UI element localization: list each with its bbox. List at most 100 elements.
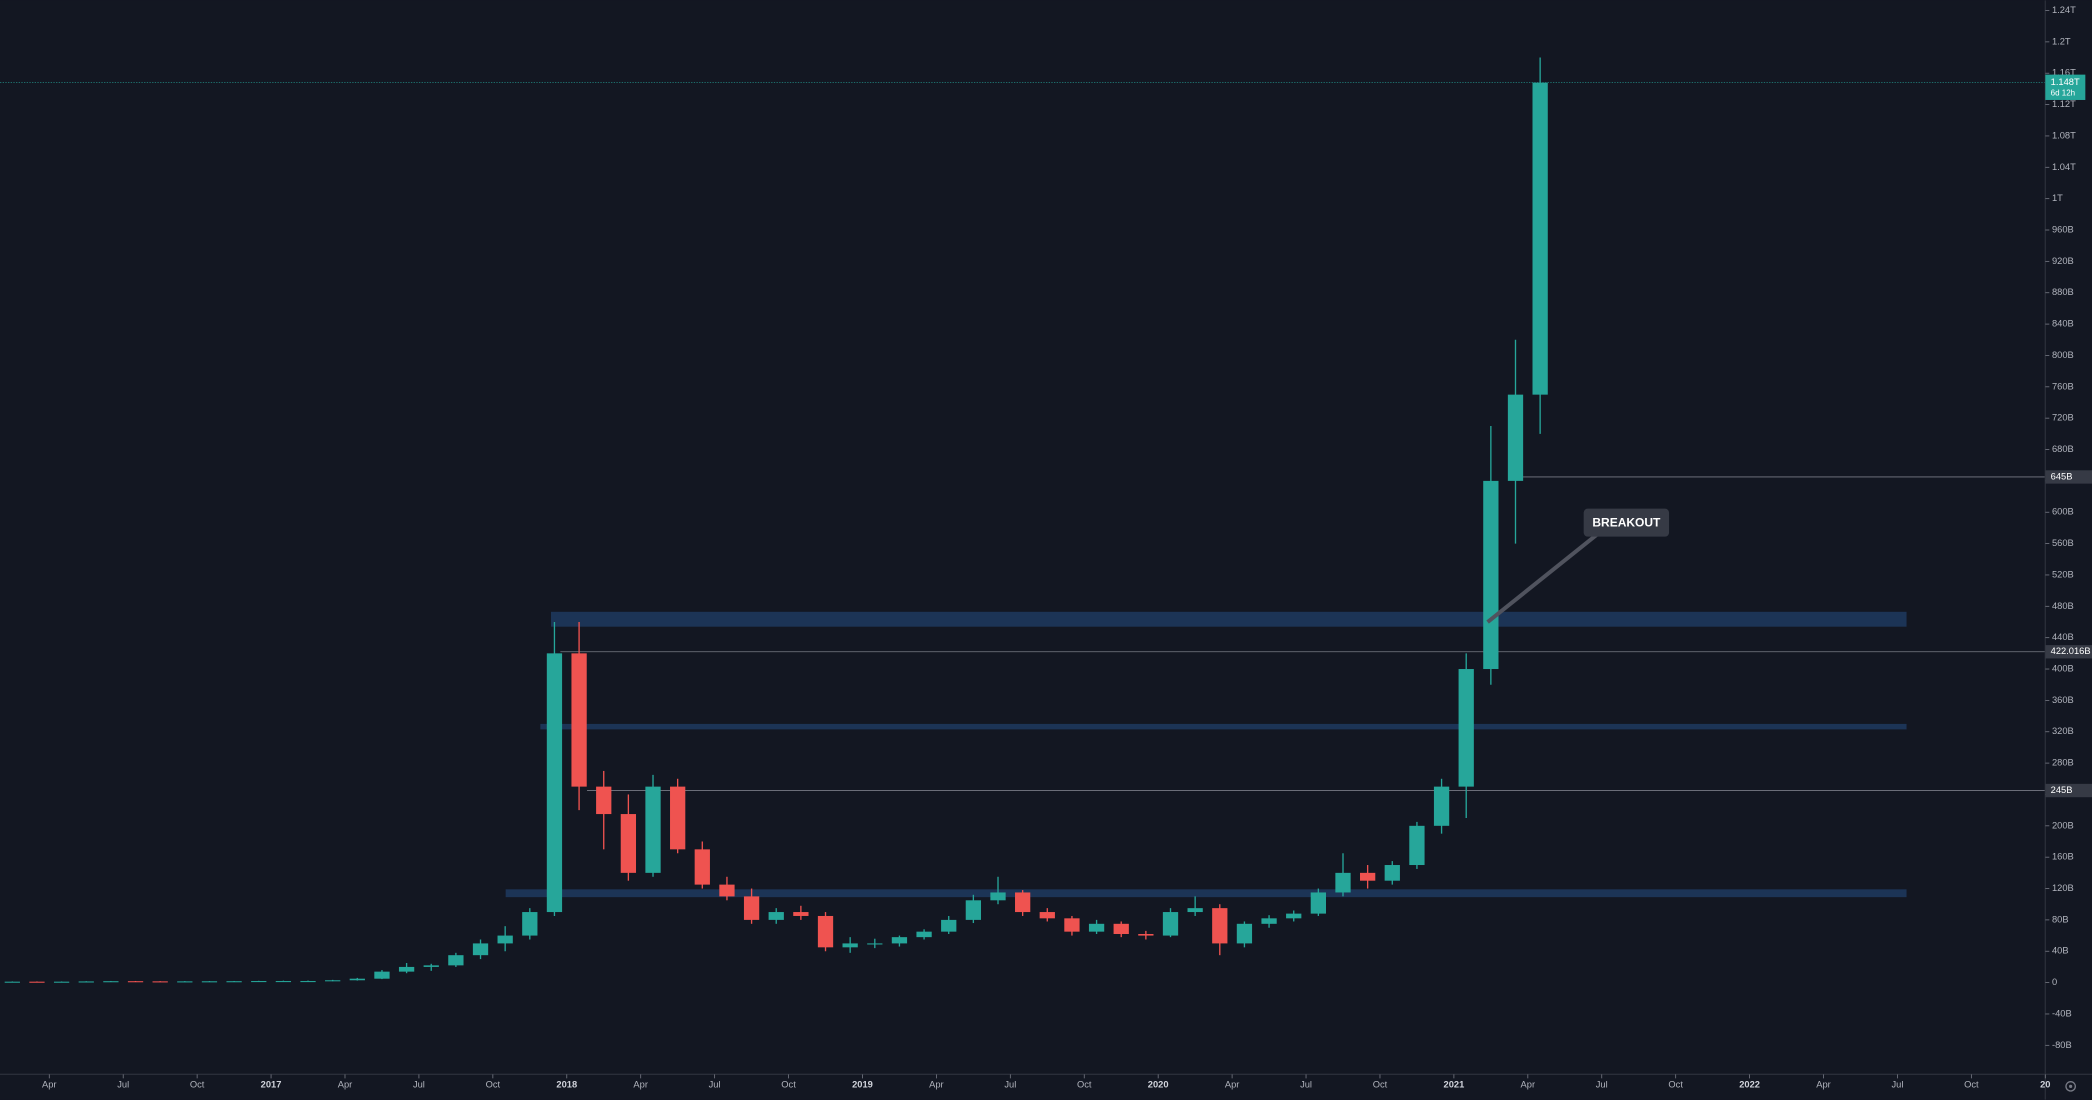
y-tick-label: 1.04T xyxy=(2052,162,2076,172)
x-tick-label: 2019 xyxy=(852,1079,873,1089)
y-tick-label: -40B xyxy=(2052,1008,2072,1018)
settings-icon[interactable] xyxy=(2065,1081,2076,1092)
y-tick-label: 840B xyxy=(2052,319,2074,329)
candle-body xyxy=(1236,923,1253,944)
x-tick-label: Apr xyxy=(633,1079,648,1089)
y-tick-label: 520B xyxy=(2052,569,2074,579)
y-tick-label: 1.2T xyxy=(2052,36,2071,46)
candle-body xyxy=(177,981,193,983)
y-tick-label: 1.16T xyxy=(2052,68,2076,78)
candle-body xyxy=(201,981,218,983)
x-tick-label: Apr xyxy=(1225,1079,1240,1089)
annotation-pointer xyxy=(1486,529,1603,624)
candle-body xyxy=(398,966,415,972)
candle-body xyxy=(743,896,760,920)
y-tick-label: 760B xyxy=(2052,381,2074,391)
y-tick-label: 0 xyxy=(2052,977,2057,987)
candle-body xyxy=(103,981,119,983)
candle-body xyxy=(1064,918,1080,932)
candle-body xyxy=(472,943,489,956)
x-tick-label: Oct xyxy=(1668,1079,1683,1089)
candle-body xyxy=(965,900,982,920)
candle-body xyxy=(1483,480,1499,670)
y-tick-label: 600B xyxy=(2052,507,2074,517)
support-resistance-zone xyxy=(505,889,1907,898)
x-tick-label: 20 xyxy=(2040,1079,2050,1089)
candle-body xyxy=(1458,669,1474,787)
candle-body xyxy=(275,981,292,983)
countdown-label: 6d 12h xyxy=(2051,88,2075,97)
candle-body xyxy=(941,919,957,932)
last-price-tag-label: 1.148T xyxy=(2051,77,2080,87)
y-tick-label: 80B xyxy=(2052,914,2069,924)
candle-body xyxy=(374,971,390,979)
x-tick-label: Jul xyxy=(1596,1079,1608,1089)
y-tick-label: 1.12T xyxy=(2052,99,2076,109)
annotation-box xyxy=(1583,508,1670,537)
candle-body xyxy=(571,653,587,787)
x-tick-label: Jul xyxy=(117,1079,129,1089)
candle-body xyxy=(1532,82,1548,395)
candle-body xyxy=(53,981,70,983)
candle-body xyxy=(349,978,365,981)
y-tick-label: 200B xyxy=(2052,820,2074,830)
candle-body xyxy=(4,981,20,983)
candle-body xyxy=(793,912,809,916)
candle-body xyxy=(522,912,538,936)
candle-body xyxy=(719,884,735,897)
x-tick-label: Apr xyxy=(338,1079,353,1089)
x-tick-label: 2020 xyxy=(1148,1079,1169,1089)
candle-body xyxy=(1039,912,1055,919)
candle-body xyxy=(325,980,341,982)
candle-body xyxy=(1384,865,1400,881)
candle-body xyxy=(448,955,464,966)
price-line-tag-label: 245B xyxy=(2051,785,2073,795)
y-tick-label: 800B xyxy=(2052,350,2074,360)
candle-body xyxy=(916,931,932,938)
candle-body xyxy=(1138,934,1154,936)
candle-body xyxy=(1162,912,1179,936)
y-tick-label: 1T xyxy=(2052,193,2063,203)
y-tick-label: 480B xyxy=(2052,601,2074,611)
candle-body xyxy=(497,935,513,944)
y-tick-label: 160B xyxy=(2052,852,2074,862)
x-tick-label: Apr xyxy=(1816,1079,1831,1089)
candle-body xyxy=(251,981,267,983)
x-tick-label: Oct xyxy=(1373,1079,1388,1089)
candle-body xyxy=(423,965,439,967)
candle-body xyxy=(867,943,883,945)
candle-body xyxy=(1409,825,1425,866)
candle-body xyxy=(300,981,316,983)
x-tick-label: Oct xyxy=(1077,1079,1092,1089)
candle-body xyxy=(891,937,908,944)
y-tick-label: -80B xyxy=(2052,1040,2072,1050)
y-tick-label: 440B xyxy=(2052,632,2074,642)
candle-body xyxy=(596,786,612,815)
y-tick-label: 400B xyxy=(2052,663,2074,673)
candle-body xyxy=(152,981,168,983)
y-tick-label: 680B xyxy=(2052,444,2074,454)
candle-body xyxy=(78,981,94,983)
x-tick-label: Oct xyxy=(781,1079,796,1089)
candle-body xyxy=(1335,872,1351,893)
candle-body xyxy=(670,786,686,850)
y-tick-label: 320B xyxy=(2052,726,2074,736)
candle-body xyxy=(842,943,858,948)
y-tick-label: 960B xyxy=(2052,224,2074,234)
y-tick-label: 280B xyxy=(2052,758,2074,768)
price-line-tag-label: 645B xyxy=(2051,471,2073,481)
x-tick-label: Jul xyxy=(413,1079,425,1089)
x-tick-label: Apr xyxy=(1521,1079,1536,1089)
candle-body xyxy=(1360,872,1376,881)
x-tick-label: Jul xyxy=(1300,1079,1312,1089)
candle-body xyxy=(1187,908,1203,913)
last-price-tag xyxy=(2045,74,2086,100)
y-tick-label: 560B xyxy=(2052,538,2074,548)
x-tick-label: Apr xyxy=(929,1079,944,1089)
x-tick-label: 2022 xyxy=(1739,1079,1760,1089)
x-tick-label: Oct xyxy=(190,1079,205,1089)
candle-body xyxy=(1433,786,1450,826)
x-tick-label: Oct xyxy=(1964,1079,1979,1089)
